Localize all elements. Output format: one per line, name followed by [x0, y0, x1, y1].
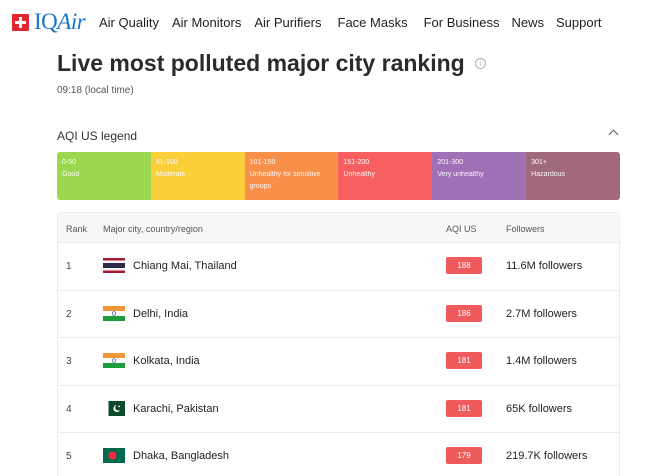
nav-for-business[interactable]: For Business	[423, 15, 500, 30]
table-row[interactable]: 4 Karachi, Pakistan 181 65K followers	[58, 386, 619, 433]
nav-air-purifiers[interactable]: Air Purifiers	[254, 15, 322, 30]
followers-count: 11.6M followers	[506, 260, 583, 272]
city-name[interactable]: Karachi, Pakistan	[133, 402, 219, 415]
nav-news[interactable]: News	[511, 15, 544, 30]
nav-air-monitors[interactable]: Air Monitors	[171, 15, 242, 30]
aqi-badge: 181	[446, 352, 482, 369]
rank: 3	[66, 356, 72, 367]
top-navigation: IQAir Air Quality Air Monitors Air Purif…	[0, 0, 652, 44]
page-title-row: Live most polluted major city ranking i	[57, 50, 486, 77]
brand-name: IQAir	[34, 9, 86, 34]
india-flag-icon	[103, 305, 125, 321]
table-row[interactable]: 5 Dhaka, Bangladesh 179 219.7K followers	[58, 433, 619, 476]
main-menu: Air Quality Air Monitors Air Purifiers F…	[99, 15, 602, 30]
pakistan-flag-icon	[103, 400, 125, 416]
rank: 5	[66, 451, 72, 462]
table-row[interactable]: 2 Delhi, India 186 2.7M followers	[58, 291, 619, 338]
aqi-legend-bar: 0-50 Good 51-100 Moderate 101-150 Unhealthy…	[57, 152, 620, 200]
aqi-badge: 181	[446, 399, 482, 417]
aqi-badge: 186	[446, 304, 482, 322]
info-icon[interactable]: i	[474, 58, 486, 69]
legend-hazardous: 301+ Hazardous	[526, 152, 620, 200]
followers-count: 1.4M followers	[506, 355, 577, 367]
legend-title: AQI US legend	[57, 129, 138, 143]
table-header: Rank Major city, country/region AQI US F…	[58, 213, 619, 243]
legend-good: 0-50 Good	[57, 152, 151, 200]
header-rank: Rank	[66, 224, 88, 234]
aqi-badge: 188	[446, 257, 482, 274]
city-name[interactable]: Dhaka, Bangladesh	[133, 450, 230, 462]
followers-count: 219.7K followers	[506, 450, 588, 462]
followers-count: 2.7M followers	[506, 307, 577, 320]
nav-support[interactable]: Support	[555, 15, 602, 30]
swiss-flag-icon	[12, 13, 29, 31]
nav-air-quality[interactable]: Air Quality	[99, 15, 159, 30]
city-name[interactable]: Kolkata, India	[133, 355, 200, 367]
followers-count: 65K followers	[506, 402, 573, 415]
header-followers: Followers	[506, 224, 545, 234]
table-row[interactable]: 1 Chiang Mai, Thailand 188 11.6M followe…	[58, 243, 619, 291]
rank: 4	[66, 403, 72, 415]
table-row[interactable]: 3 Kolkata, India 181 1.4M followers	[58, 338, 619, 386]
legend-unhealthy: 151-200 Unhealthy	[338, 152, 433, 200]
legend-unhealthy-sensitive: 101-150 Unhealthy for sensitive groups	[244, 152, 339, 200]
india-flag-icon	[103, 353, 125, 368]
thailand-flag-icon	[103, 258, 125, 273]
rank: 2	[66, 308, 72, 320]
page-title: Live most polluted major city ranking	[57, 50, 465, 76]
header-aqi: AQI US	[446, 224, 477, 234]
aqi-badge: 179	[446, 447, 482, 464]
rank: 1	[66, 261, 72, 272]
city-name[interactable]: Delhi, India	[133, 307, 189, 320]
header-city: Major city, country/region	[103, 224, 203, 234]
city-name[interactable]: Chiang Mai, Thailand	[133, 260, 237, 272]
nav-face-masks[interactable]: Face Masks	[337, 15, 408, 30]
chevron-up-icon[interactable]	[608, 129, 619, 140]
legend-header[interactable]: AQI US legend	[57, 129, 620, 143]
bangladesh-flag-icon	[103, 448, 125, 463]
ranking-table: Rank Major city, country/region AQI US F…	[57, 212, 620, 476]
legend-moderate: 51-100 Moderate	[150, 152, 245, 200]
legend-very-unhealthy: 201-300 Very unhealthy	[432, 152, 527, 200]
local-time: 09:18 (local time)	[57, 85, 134, 96]
iqair-logo[interactable]: IQAir	[12, 9, 86, 34]
